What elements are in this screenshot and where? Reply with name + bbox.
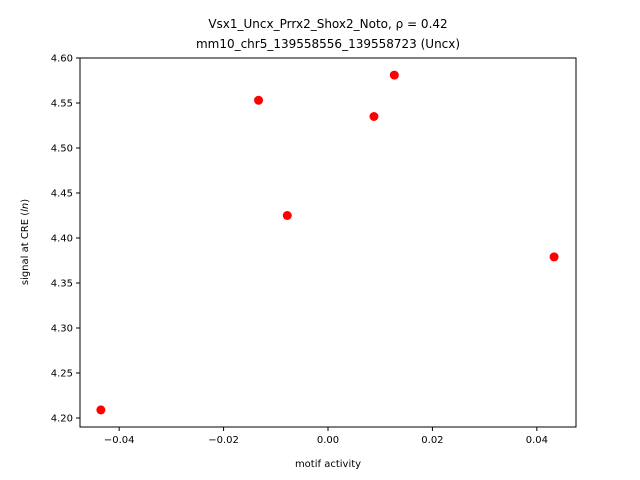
y-axis-label: signal at CRE (ln) — [20, 199, 31, 285]
y-tick-label: 4.45 — [51, 189, 73, 200]
y-tick-label: 4.25 — [51, 369, 73, 380]
plot-frame — [79, 57, 577, 428]
y-tick-label: 4.20 — [51, 414, 73, 425]
y-axis-label-italic: ln — [20, 203, 31, 212]
y-tick-label: 4.55 — [51, 99, 73, 110]
data-point — [254, 95, 264, 105]
y-tick-label: 4.40 — [51, 234, 73, 245]
y-axis-ticks: 4.20 4.25 4.30 4.35 4.40 4.45 4.50 4.55 4.60 — [51, 54, 80, 425]
x-tick-label: −0.02 — [208, 435, 239, 446]
data-point — [282, 211, 292, 220]
chart-title-line1: Vsx1_Uncx_Prrx2_Shox2_Noto, ρ = 0.42 — [208, 17, 447, 31]
data-point — [369, 112, 379, 121]
data-point — [549, 252, 559, 262]
y-axis-label-prefix: signal at CRE ( — [20, 212, 31, 285]
y-tick-label: 4.50 — [51, 144, 73, 155]
data-points — [96, 70, 559, 415]
x-tick-label: 0.04 — [526, 435, 548, 446]
x-tick-label: 0.00 — [317, 435, 339, 446]
x-tick-label: −0.04 — [104, 435, 135, 446]
y-tick-label: 4.60 — [51, 54, 73, 65]
x-axis-ticks: −0.04 −0.02 0.00 0.02 0.04 — [104, 427, 548, 446]
y-tick-label: 4.30 — [51, 324, 73, 335]
y-axis-label-suffix: ) — [20, 199, 31, 203]
data-point — [96, 405, 106, 415]
x-axis-label: motif activity — [295, 459, 361, 470]
y-tick-label: 4.35 — [51, 279, 73, 290]
chart-title-line2: mm10_chr5_139558556_139558723 (Uncx) — [196, 37, 460, 51]
data-point — [389, 70, 399, 80]
x-tick-label: 0.02 — [421, 435, 443, 446]
